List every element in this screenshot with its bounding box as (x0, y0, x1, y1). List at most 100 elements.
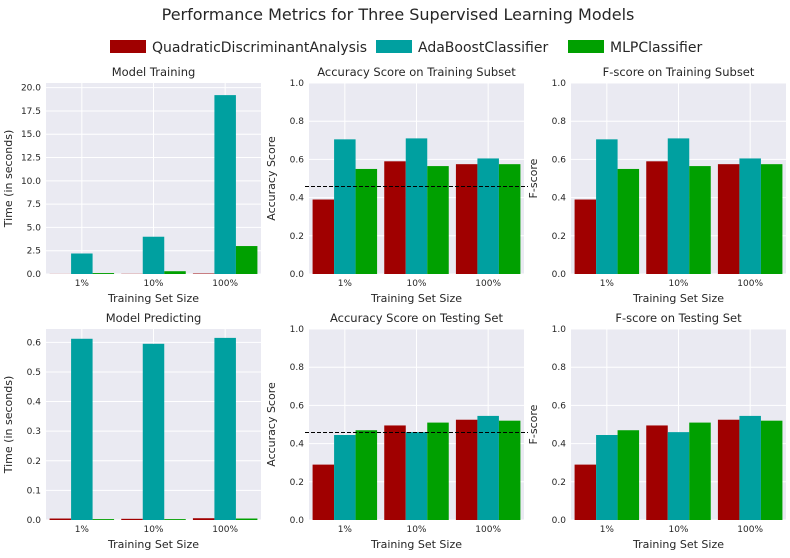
bar (71, 253, 93, 274)
y-axis-label: Time (in seconds) (2, 376, 15, 475)
y-tick-label: 0.6 (552, 155, 567, 165)
x-axis-label: Training Set Size (107, 538, 199, 551)
y-tick-label: 0.0 (552, 270, 567, 280)
y-tick-label: 1.0 (290, 79, 305, 89)
x-axis-label: Training Set Size (107, 292, 199, 305)
subplot-title: Model Predicting (106, 311, 202, 325)
bar (405, 432, 428, 520)
bar (334, 139, 356, 274)
bar (739, 415, 761, 520)
bar (121, 518, 143, 520)
bar (214, 337, 236, 520)
x-axis-label: Training Set Size (632, 538, 724, 551)
y-axis-label: Time (in seconds) (2, 130, 15, 229)
y-tick-label: 0.0 (27, 270, 42, 280)
bar (164, 519, 186, 520)
y-tick-label: 0.8 (290, 363, 305, 373)
y-tick-label: 0.4 (552, 194, 567, 204)
y-tick-label: 0.5 (27, 368, 41, 378)
y-tick-label: 7.5 (27, 200, 41, 210)
bar (49, 518, 72, 520)
x-tick-label: 100% (475, 279, 501, 289)
bar (312, 199, 335, 274)
x-tick-label: 100% (212, 525, 238, 535)
bar (384, 425, 406, 520)
bar (574, 464, 597, 520)
x-tick-label: 1% (75, 279, 90, 289)
y-tick-label: 0.4 (290, 440, 305, 450)
subplot: 0.0 0.2 0.4 0.6 0.8 1.0 1% 10% 100% F-score on Tr… (527, 65, 786, 305)
x-tick-label: 1% (338, 279, 353, 289)
legend-label: AdaBoostClassifier (418, 40, 548, 56)
y-tick-label: 1.0 (290, 325, 305, 335)
bar (455, 419, 478, 520)
bar (667, 138, 690, 274)
x-axis-label: Training Set Size (632, 292, 724, 305)
bar (355, 430, 378, 520)
y-tick-label: 0.2 (552, 478, 566, 488)
legend: QuadraticDiscriminantAnalysis AdaBoostCla… (110, 40, 702, 56)
x-tick-label: 1% (75, 525, 90, 535)
x-tick-label: 100% (737, 279, 763, 289)
legend-swatch (568, 40, 604, 53)
y-tick-label: 1.0 (552, 325, 567, 335)
y-tick-label: 0.4 (552, 440, 567, 450)
y-axis-label: Accuracy Score (265, 382, 278, 467)
y-axis-label: Accuracy Score (265, 136, 278, 221)
bar (617, 430, 640, 520)
subplot: 0.0 0.2 0.4 0.6 0.8 1.0 1% 10% 100% F-score on Te… (527, 311, 786, 551)
bar (427, 422, 449, 520)
subplot-title: F-score on Testing Set (615, 311, 742, 325)
bar (92, 519, 115, 520)
legend-label: MLPClassifier (610, 40, 702, 56)
bar (596, 435, 618, 520)
x-tick-label: 10% (668, 525, 688, 535)
subplots: 0.0 2.5 5.0 7.5 10.0 12.5 15.0 17.5 20.0 1% 10% 100… (2, 65, 786, 551)
y-tick-label: 0.4 (27, 398, 42, 408)
bar (689, 422, 711, 520)
y-tick-label: 0.2 (552, 232, 566, 242)
y-axis-label: F-score (527, 404, 540, 444)
subplot: 0.0 0.2 0.4 0.6 0.8 1.0 1% 10% 100% Accuracy Scor… (265, 311, 528, 551)
x-tick-label: 100% (212, 279, 238, 289)
y-tick-label: 15.0 (21, 130, 41, 140)
y-tick-label: 0.0 (552, 516, 567, 526)
x-tick-label: 10% (406, 525, 426, 535)
y-tick-label: 0.6 (290, 155, 305, 165)
bar (717, 419, 740, 520)
y-tick-label: 0.2 (27, 457, 41, 467)
legend-swatch (376, 40, 412, 53)
x-axis-label: Training Set Size (370, 292, 462, 305)
bar (334, 435, 356, 520)
bar (405, 138, 428, 274)
bar (498, 164, 521, 274)
bar (235, 246, 258, 274)
bar (760, 420, 783, 520)
y-tick-label: 0.1 (27, 486, 41, 496)
bar (477, 158, 499, 274)
bar (312, 464, 335, 520)
y-tick-label: 5.0 (27, 223, 42, 233)
x-tick-label: 1% (600, 525, 615, 535)
bar (384, 161, 406, 274)
bar (71, 338, 93, 520)
x-tick-label: 10% (143, 279, 163, 289)
subplot: 0.0 0.2 0.4 0.6 0.8 1.0 1% 10% 100% Accuracy Scor… (265, 65, 528, 305)
bar (739, 158, 761, 274)
y-tick-label: 0.3 (27, 427, 41, 437)
figure-title: Performance Metrics for Three Supervised… (162, 5, 635, 24)
subplot-title: F-score on Training Subset (603, 65, 755, 79)
x-tick-label: 10% (143, 525, 163, 535)
y-tick-label: 0.8 (552, 117, 567, 127)
bar (646, 161, 668, 274)
bar (596, 139, 618, 274)
x-tick-label: 100% (737, 525, 763, 535)
y-tick-label: 2.5 (27, 247, 41, 257)
bar (498, 420, 521, 520)
bar (355, 168, 378, 274)
y-tick-label: 12.5 (21, 154, 41, 164)
y-tick-label: 0.4 (290, 194, 305, 204)
y-tick-label: 0.0 (290, 270, 305, 280)
subplot-title: Accuracy Score on Testing Set (330, 311, 503, 325)
